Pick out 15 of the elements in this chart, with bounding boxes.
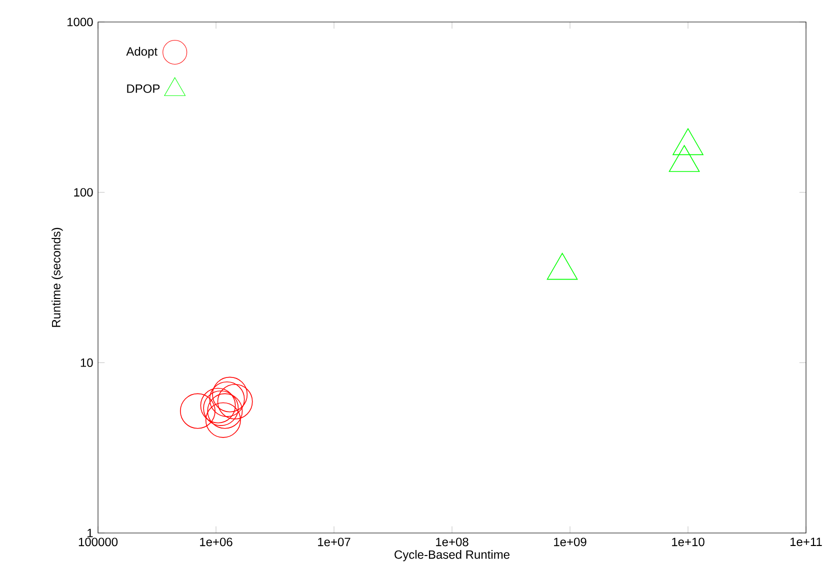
x-tick-label: 1e+06: [200, 538, 232, 546]
y-tick-label: 1000: [68, 18, 93, 26]
y-tick-label: 10: [80, 358, 93, 367]
legend-label: DPOP: [127, 84, 160, 93]
x-tick-label: 1e+08: [436, 538, 468, 546]
x-tick-label: 100000: [78, 538, 118, 546]
x-tick-label: 1e+11: [790, 538, 822, 546]
y-tick-label: 1: [88, 528, 93, 538]
x-axis-title: Cycle-Based Runtime: [394, 550, 510, 562]
x-tick-label: 1e+10: [672, 538, 704, 546]
y-axis-title: Runtime (seconds): [52, 228, 63, 327]
x-tick-label: 1e+07: [318, 538, 350, 546]
y-tick-label: 100: [74, 188, 93, 197]
legend-label: Adopt: [126, 46, 158, 58]
x-tick-label: 1e+09: [554, 538, 586, 546]
